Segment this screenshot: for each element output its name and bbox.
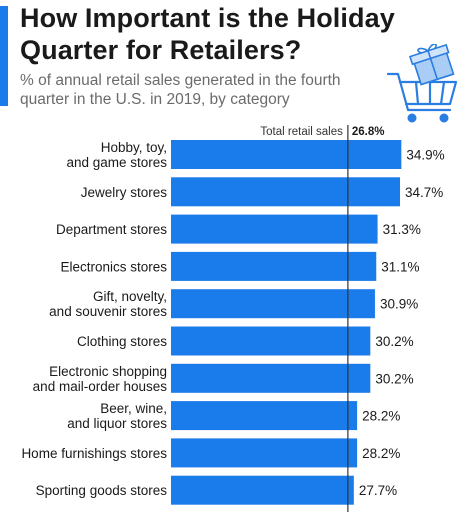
bar-value-label: 30.9% <box>380 297 418 312</box>
category-label: and souvenir stores <box>49 304 167 319</box>
title-accent-bar <box>0 6 8 106</box>
bar-value-label: 28.2% <box>362 446 400 461</box>
bar <box>171 475 354 505</box>
bar-value-label: 31.1% <box>381 259 419 274</box>
bar <box>171 289 375 319</box>
bar-value-label: 27.7% <box>359 483 397 498</box>
bar-value-label: 30.2% <box>375 371 413 386</box>
bar <box>171 401 358 431</box>
category-label: Electronic shopping <box>49 364 167 379</box>
bar <box>171 326 371 356</box>
shopping-cart-with-gift-icon <box>386 44 458 123</box>
bar <box>171 438 358 468</box>
chart-title: How Important is the Holiday Quarter for… <box>20 3 395 65</box>
category-label: Home furnishings stores <box>21 446 167 461</box>
bar-value-label: 34.7% <box>405 185 443 200</box>
category-label: Jewelry stores <box>81 185 168 200</box>
category-label: Electronics stores <box>60 259 167 274</box>
category-label: Clothing stores <box>77 334 167 349</box>
category-label: and game stores <box>66 155 167 170</box>
chart-subtitle: % of annual retail sales generated in th… <box>20 72 341 108</box>
bar <box>171 177 401 207</box>
bar <box>171 214 378 244</box>
bar <box>171 140 402 169</box>
bar-value-label: 30.2% <box>375 334 413 349</box>
bar-value-label: 31.3% <box>383 222 421 237</box>
category-label: Beer, wine, <box>100 401 167 416</box>
reference-line-value: 26.8% <box>352 126 385 138</box>
category-label: Department stores <box>56 222 167 237</box>
category-label: and mail-order houses <box>33 379 168 394</box>
category-label: Sporting goods stores <box>36 483 168 498</box>
reference-line-label: Total retail sales <box>260 126 343 138</box>
bar <box>171 251 377 281</box>
bar-value-label: 34.9% <box>406 148 444 163</box>
category-label: Gift, novelty, <box>93 289 167 304</box>
category-label: and liquor stores <box>67 416 167 431</box>
bar-value-label: 28.2% <box>362 409 400 424</box>
category-label: Hobby, toy, <box>101 140 167 155</box>
bar <box>171 363 371 393</box>
